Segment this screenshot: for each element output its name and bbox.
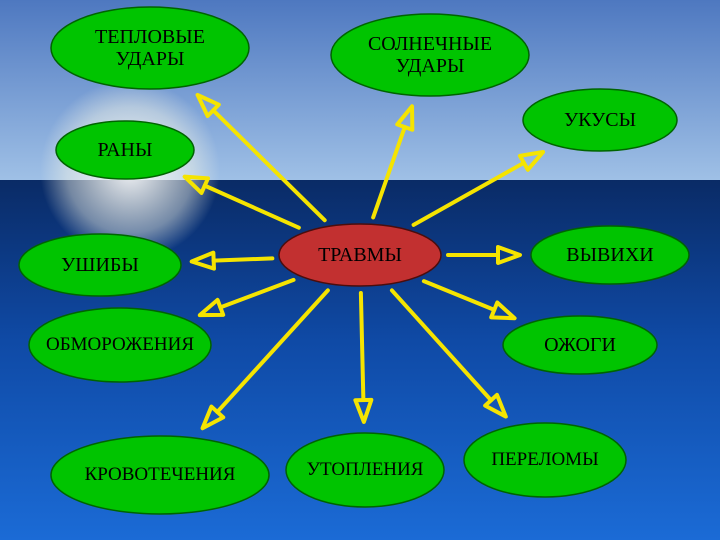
node-drowning: УТОПЛЕНИЯ bbox=[285, 432, 445, 508]
node-wounds-label: РАНЫ bbox=[98, 139, 153, 161]
diagram-stage: ТРАВМЫ ТЕПЛОВЫЕ УДАРЫ СОЛНЕЧНЫЕ УДАРЫ УКУСЫ… bbox=[0, 0, 720, 540]
central-node-label: ТРАВМЫ bbox=[318, 244, 402, 266]
node-bites: УКУСЫ bbox=[522, 88, 678, 152]
node-bruises-label: УШИБЫ bbox=[61, 254, 139, 276]
node-sunstroke: СОЛНЕЧНЫЕ УДАРЫ bbox=[330, 13, 530, 97]
node-dislocations-label: ВЫВИХИ bbox=[566, 244, 653, 266]
node-bleeding: КРОВОТЕЧЕНИЯ bbox=[50, 435, 270, 515]
node-bruises: УШИБЫ bbox=[18, 233, 182, 297]
node-bleeding-label: КРОВОТЕЧЕНИЯ bbox=[85, 465, 236, 486]
node-burns: ОЖОГИ bbox=[502, 315, 658, 375]
node-dislocations: ВЫВИХИ bbox=[530, 225, 690, 285]
node-drowning-label: УТОПЛЕНИЯ bbox=[307, 460, 424, 481]
node-frostbite: ОБМОРОЖЕНИЯ bbox=[28, 307, 212, 383]
node-sunstroke-label: СОЛНЕЧНЫЕ УДАРЫ bbox=[340, 33, 520, 77]
node-heatstroke: ТЕПЛОВЫЕ УДАРЫ bbox=[50, 6, 250, 90]
node-bites-label: УКУСЫ bbox=[564, 109, 636, 131]
node-wounds: РАНЫ bbox=[55, 120, 195, 180]
node-fractures: ПЕРЕЛОМЫ bbox=[463, 422, 627, 498]
node-frostbite-label: ОБМОРОЖЕНИЯ bbox=[46, 335, 194, 356]
node-heatstroke-label: ТЕПЛОВЫЕ УДАРЫ bbox=[60, 26, 240, 70]
central-node: ТРАВМЫ bbox=[278, 223, 442, 287]
node-fractures-label: ПЕРЕЛОМЫ bbox=[491, 450, 598, 471]
node-burns-label: ОЖОГИ bbox=[544, 334, 616, 356]
